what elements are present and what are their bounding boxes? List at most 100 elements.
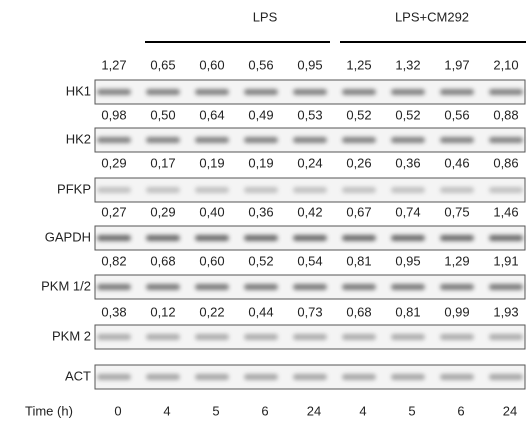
value-label: 0,50 bbox=[150, 107, 175, 122]
time-label: Time (h) bbox=[25, 403, 73, 418]
band bbox=[440, 187, 474, 193]
band bbox=[97, 89, 131, 95]
value-label: 0,22 bbox=[199, 304, 224, 319]
value-label: 0,81 bbox=[395, 304, 420, 319]
group-label: LPS bbox=[253, 9, 278, 24]
value-label: 0,46 bbox=[444, 155, 469, 170]
value-label: 0,81 bbox=[346, 253, 371, 268]
band bbox=[244, 137, 278, 143]
value-label: 0,60 bbox=[199, 57, 224, 72]
band bbox=[342, 89, 376, 95]
band bbox=[97, 374, 131, 380]
band bbox=[293, 284, 327, 290]
band bbox=[342, 284, 376, 290]
value-label: 0,36 bbox=[248, 204, 273, 219]
band bbox=[440, 89, 474, 95]
band bbox=[146, 334, 180, 340]
value-label: 0,74 bbox=[395, 204, 420, 219]
time-value: 4 bbox=[359, 403, 366, 418]
band bbox=[244, 334, 278, 340]
value-label: 0,95 bbox=[297, 57, 322, 72]
band bbox=[440, 235, 474, 241]
band bbox=[195, 89, 229, 95]
value-label: 0,52 bbox=[248, 253, 273, 268]
value-label: 0,68 bbox=[346, 304, 371, 319]
value-label: 1,93 bbox=[493, 304, 518, 319]
value-label: 0,38 bbox=[101, 304, 126, 319]
band bbox=[391, 374, 425, 380]
value-label: 0,29 bbox=[101, 155, 126, 170]
value-label: 0,88 bbox=[493, 107, 518, 122]
value-label: 0,12 bbox=[150, 304, 175, 319]
band bbox=[146, 284, 180, 290]
value-label: 0,36 bbox=[395, 155, 420, 170]
value-label: 0,95 bbox=[395, 253, 420, 268]
band bbox=[195, 374, 229, 380]
time-value: 24 bbox=[307, 403, 321, 418]
band bbox=[391, 235, 425, 241]
band bbox=[342, 137, 376, 143]
time-value: 24 bbox=[503, 403, 517, 418]
band bbox=[489, 235, 523, 241]
value-label: 0,42 bbox=[297, 204, 322, 219]
band bbox=[97, 137, 131, 143]
time-value: 4 bbox=[163, 403, 170, 418]
row-label: GAPDH bbox=[45, 229, 91, 244]
band bbox=[146, 137, 180, 143]
time-value: 6 bbox=[457, 403, 464, 418]
value-label: 0,60 bbox=[199, 253, 224, 268]
time-value: 5 bbox=[212, 403, 219, 418]
value-label: 0,49 bbox=[248, 107, 273, 122]
band bbox=[342, 334, 376, 340]
band bbox=[244, 89, 278, 95]
value-label: 0,65 bbox=[150, 57, 175, 72]
band bbox=[146, 89, 180, 95]
value-label: 0,53 bbox=[297, 107, 322, 122]
band bbox=[293, 137, 327, 143]
row-label: PFKP bbox=[57, 181, 91, 196]
band bbox=[97, 235, 131, 241]
value-label: 0,19 bbox=[248, 155, 273, 170]
value-label: 2,10 bbox=[493, 57, 518, 72]
time-value: 5 bbox=[408, 403, 415, 418]
band bbox=[195, 235, 229, 241]
row-label: HK2 bbox=[66, 131, 91, 146]
value-label: 1,25 bbox=[346, 57, 371, 72]
value-label: 1,91 bbox=[493, 253, 518, 268]
band bbox=[391, 284, 425, 290]
band bbox=[440, 284, 474, 290]
value-label: 0,98 bbox=[101, 107, 126, 122]
band bbox=[146, 374, 180, 380]
value-label: 0,24 bbox=[297, 155, 322, 170]
band bbox=[440, 334, 474, 340]
band bbox=[391, 334, 425, 340]
band bbox=[293, 374, 327, 380]
band bbox=[293, 334, 327, 340]
time-value: 6 bbox=[261, 403, 268, 418]
band bbox=[391, 187, 425, 193]
value-label: 0,44 bbox=[248, 304, 273, 319]
band bbox=[146, 187, 180, 193]
band bbox=[391, 89, 425, 95]
band bbox=[293, 235, 327, 241]
value-label: 0,52 bbox=[395, 107, 420, 122]
band bbox=[489, 284, 523, 290]
row-label: ACT bbox=[65, 368, 91, 383]
band bbox=[244, 284, 278, 290]
value-label: 0,86 bbox=[493, 155, 518, 170]
value-label: 0,17 bbox=[150, 155, 175, 170]
row-label: PKM 2 bbox=[52, 328, 91, 343]
band bbox=[97, 334, 131, 340]
value-label: 1,97 bbox=[444, 57, 469, 72]
band bbox=[244, 374, 278, 380]
value-label: 0,56 bbox=[444, 107, 469, 122]
band bbox=[97, 284, 131, 290]
band bbox=[244, 187, 278, 193]
value-label: 0,29 bbox=[150, 204, 175, 219]
band bbox=[293, 89, 327, 95]
value-label: 0,52 bbox=[346, 107, 371, 122]
value-label: 0,54 bbox=[297, 253, 322, 268]
band bbox=[489, 334, 523, 340]
value-label: 0,26 bbox=[346, 155, 371, 170]
value-label: 0,82 bbox=[101, 253, 126, 268]
